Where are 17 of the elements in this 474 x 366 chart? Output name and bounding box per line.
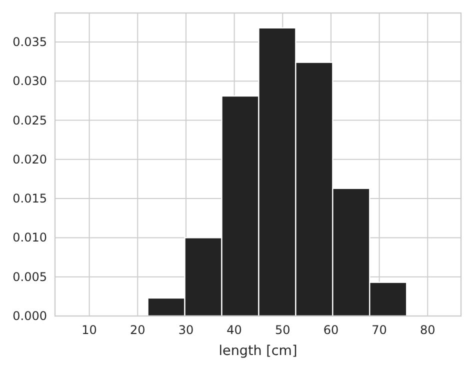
y-tick-label: 0.015 <box>12 192 47 206</box>
y-tick-label: 0.000 <box>12 309 47 323</box>
x-tick-label: 40 <box>226 323 242 337</box>
x-tick-label: 60 <box>323 323 339 337</box>
y-tick-label: 0.005 <box>12 270 47 284</box>
x-tick-label: 20 <box>130 323 146 337</box>
y-tick-label: 0.010 <box>12 230 47 245</box>
x-tick-label: 70 <box>372 323 387 337</box>
y-tick-label: 0.025 <box>12 113 47 128</box>
y-tick-label: 0.030 <box>12 74 47 88</box>
y-tick-label: 0.035 <box>12 34 47 49</box>
x-axis-title: length [cm] <box>218 343 298 359</box>
y-tick-label: 0.020 <box>12 152 47 166</box>
x-tick-label: 80 <box>420 323 436 337</box>
x-tick-label: 50 <box>275 323 290 337</box>
x-tick-label: 30 <box>178 323 194 337</box>
x-tick-label: 10 <box>82 323 97 337</box>
